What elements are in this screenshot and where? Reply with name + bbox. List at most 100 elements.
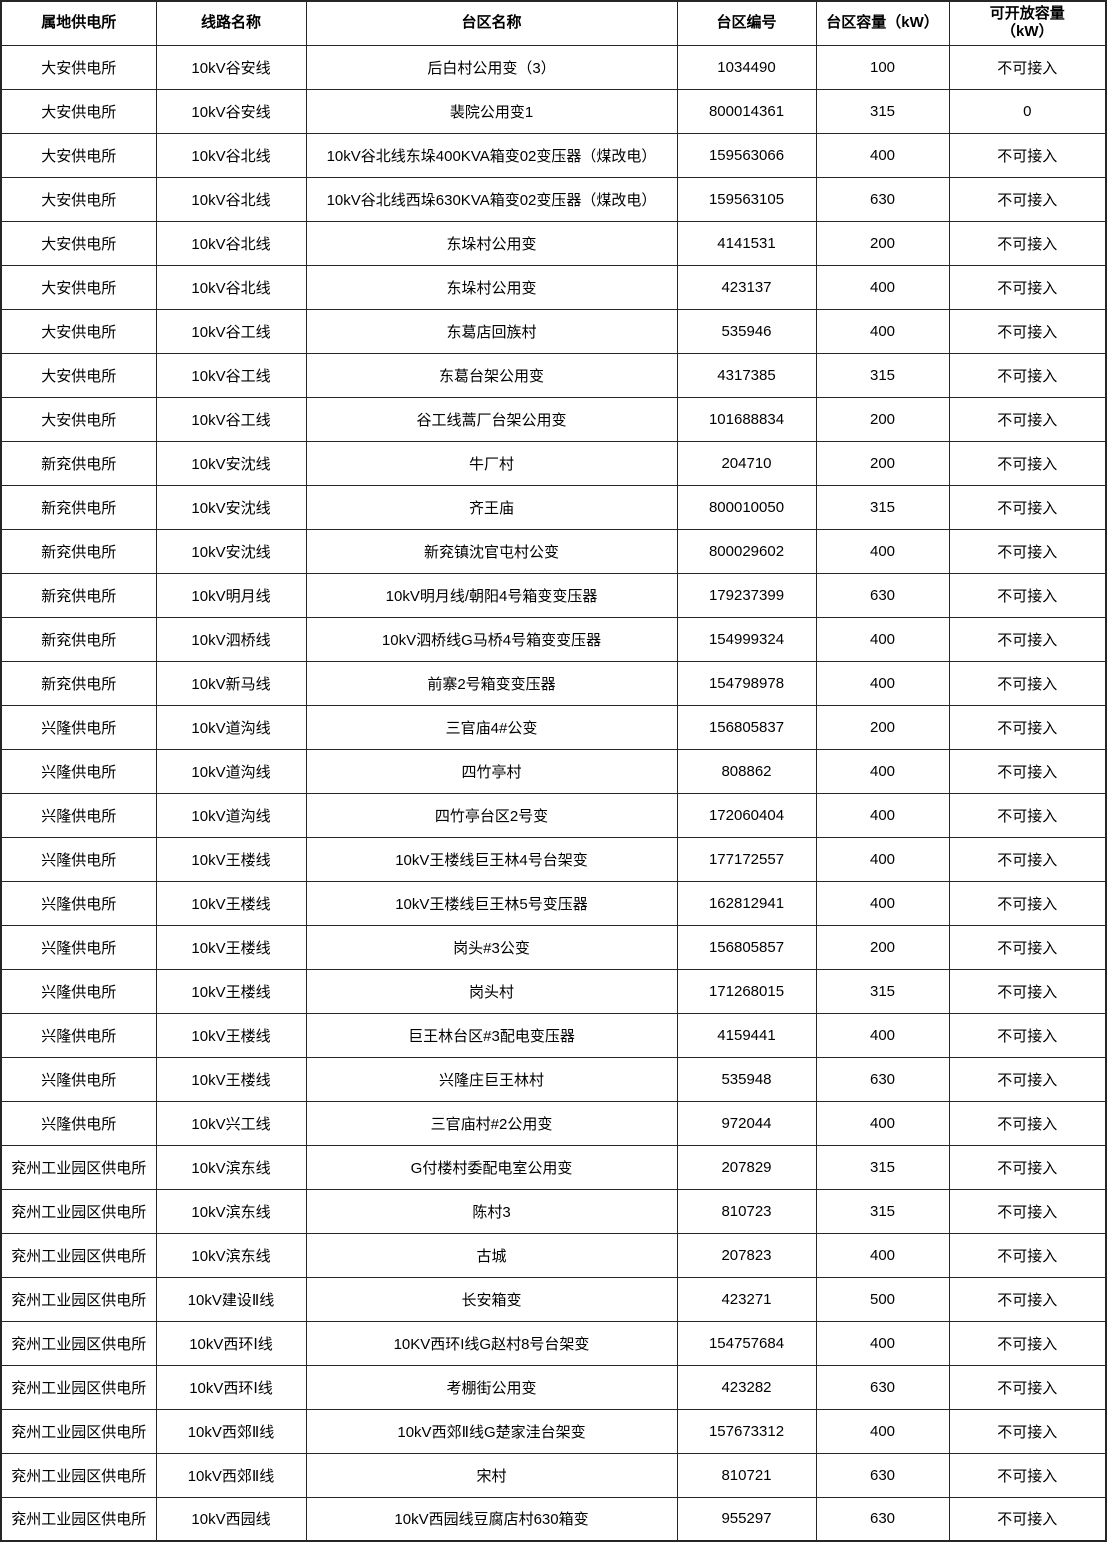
cell-open-capacity: 不可接入 [948, 1496, 1107, 1542]
cell-open-capacity: 不可接入 [948, 572, 1107, 618]
cell-line-name: 10kV王楼线 [155, 1056, 307, 1102]
cell-open-capacity: 不可接入 [948, 748, 1107, 794]
cell-station: 兖州工业园区供电所 [0, 1496, 157, 1542]
cell-line-name: 10kV王楼线 [155, 968, 307, 1014]
table-row: 新兖供电所 10kV安沈线 牛厂村 204710 200 不可接入 [0, 440, 1107, 486]
table-row: 兴隆供电所 10kV道沟线 三官庙4#公变 156805837 200 不可接入 [0, 704, 1107, 750]
cell-open-capacity: 不可接入 [948, 616, 1107, 662]
cell-area-capacity: 400 [815, 1100, 950, 1146]
cell-line-name: 10kV谷北线 [155, 220, 307, 266]
cell-area-id: 4317385 [676, 352, 817, 398]
cell-open-capacity: 不可接入 [948, 1452, 1107, 1498]
header-station: 属地供电所 [0, 0, 157, 46]
table-row: 兖州工业园区供电所 10kV西环Ⅰ线 10KV西环I线G赵村8号台架变 1547… [0, 1320, 1107, 1366]
cell-station: 兴隆供电所 [0, 1056, 157, 1102]
table-row: 兴隆供电所 10kV王楼线 10kV王楼线巨王林4号台架变 177172557 … [0, 836, 1107, 882]
cell-open-capacity: 不可接入 [948, 660, 1107, 706]
table-row: 兖州工业园区供电所 10kV滨东线 古城 207823 400 不可接入 [0, 1232, 1107, 1278]
cell-area-id: 800029602 [676, 528, 817, 574]
cell-area-id: 154999324 [676, 616, 817, 662]
cell-area-id: 207823 [676, 1232, 817, 1278]
cell-area-id: 204710 [676, 440, 817, 486]
cell-area-capacity: 400 [815, 132, 950, 178]
cell-area-capacity: 400 [815, 836, 950, 882]
cell-area-name: 宋村 [305, 1452, 678, 1498]
cell-area-capacity: 400 [815, 528, 950, 574]
cell-open-capacity: 不可接入 [948, 264, 1107, 310]
cell-area-name: 10kV西园线豆腐店村630箱变 [305, 1496, 678, 1542]
cell-area-id: 535948 [676, 1056, 817, 1102]
cell-station: 大安供电所 [0, 264, 157, 310]
cell-area-id: 423271 [676, 1276, 817, 1322]
table-row: 兴隆供电所 10kV王楼线 岗头#3公变 156805857 200 不可接入 [0, 924, 1107, 970]
cell-area-capacity: 400 [815, 308, 950, 354]
table-row: 新兖供电所 10kV泗桥线 10kV泗桥线G马桥4号箱变变压器 15499932… [0, 616, 1107, 662]
table-body: 大安供电所 10kV谷安线 后白村公用变（3） 1034490 100 不可接入… [0, 44, 1107, 1542]
cell-area-capacity: 400 [815, 1012, 950, 1058]
cell-open-capacity: 不可接入 [948, 1188, 1107, 1234]
cell-area-name: 巨王林台区#3配电变压器 [305, 1012, 678, 1058]
table-row: 大安供电所 10kV谷安线 裴院公用变1 800014361 315 0 [0, 88, 1107, 134]
cell-area-name: 兴隆庄巨王林村 [305, 1056, 678, 1102]
cell-station: 兴隆供电所 [0, 1100, 157, 1146]
cell-station: 兖州工业园区供电所 [0, 1452, 157, 1498]
cell-area-id: 156805857 [676, 924, 817, 970]
cell-line-name: 10kV谷工线 [155, 352, 307, 398]
cell-line-name: 10kV滨东线 [155, 1144, 307, 1190]
cell-area-name: 岗头#3公变 [305, 924, 678, 970]
cell-station: 大安供电所 [0, 352, 157, 398]
table-row: 兴隆供电所 10kV兴工线 三官庙村#2公用变 972044 400 不可接入 [0, 1100, 1107, 1146]
cell-station: 新兖供电所 [0, 660, 157, 706]
cell-line-name: 10kV道沟线 [155, 704, 307, 750]
cell-line-name: 10kV西园线 [155, 1496, 307, 1542]
cell-station: 兴隆供电所 [0, 704, 157, 750]
cell-line-name: 10kV谷北线 [155, 132, 307, 178]
cell-area-capacity: 315 [815, 352, 950, 398]
cell-area-capacity: 630 [815, 1056, 950, 1102]
cell-area-id: 159563066 [676, 132, 817, 178]
cell-area-capacity: 200 [815, 924, 950, 970]
cell-area-name: 后白村公用变（3） [305, 44, 678, 90]
cell-area-capacity: 315 [815, 484, 950, 530]
cell-area-id: 171268015 [676, 968, 817, 1014]
cell-area-id: 423282 [676, 1364, 817, 1410]
cell-open-capacity: 不可接入 [948, 704, 1107, 750]
cell-area-name: 岗头村 [305, 968, 678, 1014]
cell-area-capacity: 315 [815, 1188, 950, 1234]
cell-line-name: 10kV道沟线 [155, 748, 307, 794]
cell-line-name: 10kV安沈线 [155, 484, 307, 530]
table-row: 兖州工业园区供电所 10kV西环Ⅰ线 考棚街公用变 423282 630 不可接… [0, 1364, 1107, 1410]
table-row: 兴隆供电所 10kV王楼线 巨王林台区#3配电变压器 4159441 400 不… [0, 1012, 1107, 1058]
cell-station: 兖州工业园区供电所 [0, 1276, 157, 1322]
cell-area-capacity: 100 [815, 44, 950, 90]
table-row: 新兖供电所 10kV安沈线 齐王庙 800010050 315 不可接入 [0, 484, 1107, 530]
cell-open-capacity: 不可接入 [948, 176, 1107, 222]
cell-area-capacity: 400 [815, 880, 950, 926]
table-row: 大安供电所 10kV谷北线 10kV谷北线东垛400KVA箱变02变压器（煤改电… [0, 132, 1107, 178]
cell-line-name: 10kV兴工线 [155, 1100, 307, 1146]
cell-line-name: 10kV谷工线 [155, 308, 307, 354]
cell-station: 大安供电所 [0, 88, 157, 134]
table-row: 大安供电所 10kV谷北线 10kV谷北线西垛630KVA箱变02变压器（煤改电… [0, 176, 1107, 222]
cell-station: 兖州工业园区供电所 [0, 1232, 157, 1278]
cell-open-capacity: 不可接入 [948, 880, 1107, 926]
cell-area-capacity: 630 [815, 572, 950, 618]
table-row: 兖州工业园区供电所 10kV西郊Ⅱ线 10kV西郊Ⅱ线G楚家洼台架变 15767… [0, 1408, 1107, 1454]
cell-area-capacity: 400 [815, 1320, 950, 1366]
cell-open-capacity: 不可接入 [948, 132, 1107, 178]
cell-station: 大安供电所 [0, 132, 157, 178]
cell-area-capacity: 400 [815, 264, 950, 310]
cell-open-capacity: 不可接入 [948, 1408, 1107, 1454]
cell-area-name: G付楼村委配电室公用变 [305, 1144, 678, 1190]
cell-line-name: 10kV新马线 [155, 660, 307, 706]
cell-line-name: 10kV滨东线 [155, 1188, 307, 1234]
cell-station: 大安供电所 [0, 176, 157, 222]
cell-line-name: 10kV谷北线 [155, 176, 307, 222]
cell-station: 兖州工业园区供电所 [0, 1188, 157, 1234]
cell-station: 兴隆供电所 [0, 792, 157, 838]
cell-area-capacity: 630 [815, 1496, 950, 1542]
table-row: 大安供电所 10kV谷北线 东垛村公用变 423137 400 不可接入 [0, 264, 1107, 310]
cell-line-name: 10kV西环Ⅰ线 [155, 1320, 307, 1366]
cell-open-capacity: 不可接入 [948, 924, 1107, 970]
table-row: 兴隆供电所 10kV王楼线 兴隆庄巨王林村 535948 630 不可接入 [0, 1056, 1107, 1102]
